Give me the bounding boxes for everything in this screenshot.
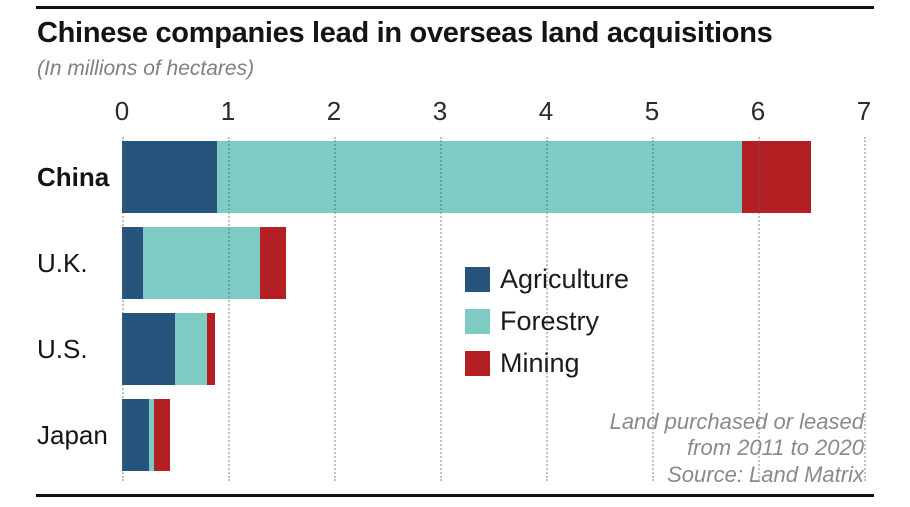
bar-segment-forestry (143, 227, 260, 299)
source-note: Land purchased or leased from 2011 to 20… (610, 409, 864, 488)
category-label-uk: U.K. (37, 247, 88, 278)
bar-segment-mining (153, 399, 170, 471)
legend-swatch-agriculture (465, 267, 490, 292)
legend-label-agriculture: Agriculture (500, 264, 630, 294)
bar-segment-forestry (175, 313, 207, 385)
x-axis-tick-label-0: 0 (114, 96, 130, 126)
bar-row-japan (122, 399, 170, 471)
footnote-line-1: Land purchased or leased (609, 409, 864, 434)
bar-segment-forestry (148, 399, 154, 471)
chart-subtitle: (In millions of hectares) (37, 57, 255, 80)
gridline-3 (440, 137, 442, 481)
category-label-china: China (37, 161, 110, 192)
legend-swatch-forestry (465, 309, 490, 334)
top-rule (36, 6, 874, 9)
x-axis-tick-label-3: 3 (432, 96, 448, 126)
legend-label-mining: Mining (500, 348, 580, 378)
footnote-line-3: Source: Land Matrix (667, 461, 864, 487)
legend: Agriculture Forestry Mining (465, 264, 629, 390)
gridline-7 (864, 137, 866, 481)
gridline-4 (546, 137, 548, 481)
x-axis-tick-label-5: 5 (644, 96, 660, 126)
bar-row-us (122, 313, 216, 385)
category-label-japan: Japan (37, 419, 108, 450)
bar-segment-agriculture (122, 141, 218, 213)
bar-segment-forestry (217, 141, 743, 213)
gridline-2 (334, 137, 336, 481)
bar-segment-mining (259, 227, 287, 299)
legend-item-forestry: Forestry (465, 306, 629, 337)
x-axis-tick-label-6: 6 (750, 96, 766, 126)
bottom-rule (36, 494, 874, 497)
legend-item-agriculture: Agriculture (465, 264, 629, 295)
bar-segment-agriculture (122, 227, 144, 299)
bar-segment-mining (742, 141, 811, 213)
bar-segment-agriculture (122, 399, 149, 471)
x-axis-tick-label-1: 1 (220, 96, 236, 126)
gridline-5 (652, 137, 654, 481)
x-axis-tick-label-7: 7 (856, 96, 872, 126)
bar-row-china (122, 141, 811, 213)
bar-segment-mining (206, 313, 216, 385)
category-label-us: U.S. (37, 333, 88, 364)
legend-swatch-mining (465, 351, 490, 376)
chart-title: Chinese companies lead in overseas land … (37, 17, 773, 49)
footnote-line-2: from 2011 to 2020 (687, 435, 864, 461)
gridline-0 (122, 137, 124, 481)
bar-segment-agriculture (122, 313, 175, 385)
x-axis-tick-label-2: 2 (326, 96, 342, 126)
gridline-1 (228, 137, 230, 481)
legend-item-mining: Mining (465, 348, 629, 379)
x-axis-tick-label-4: 4 (538, 96, 554, 126)
legend-label-forestry: Forestry (500, 306, 600, 336)
gridline-6 (758, 137, 760, 481)
bar-row-uk (122, 227, 287, 299)
